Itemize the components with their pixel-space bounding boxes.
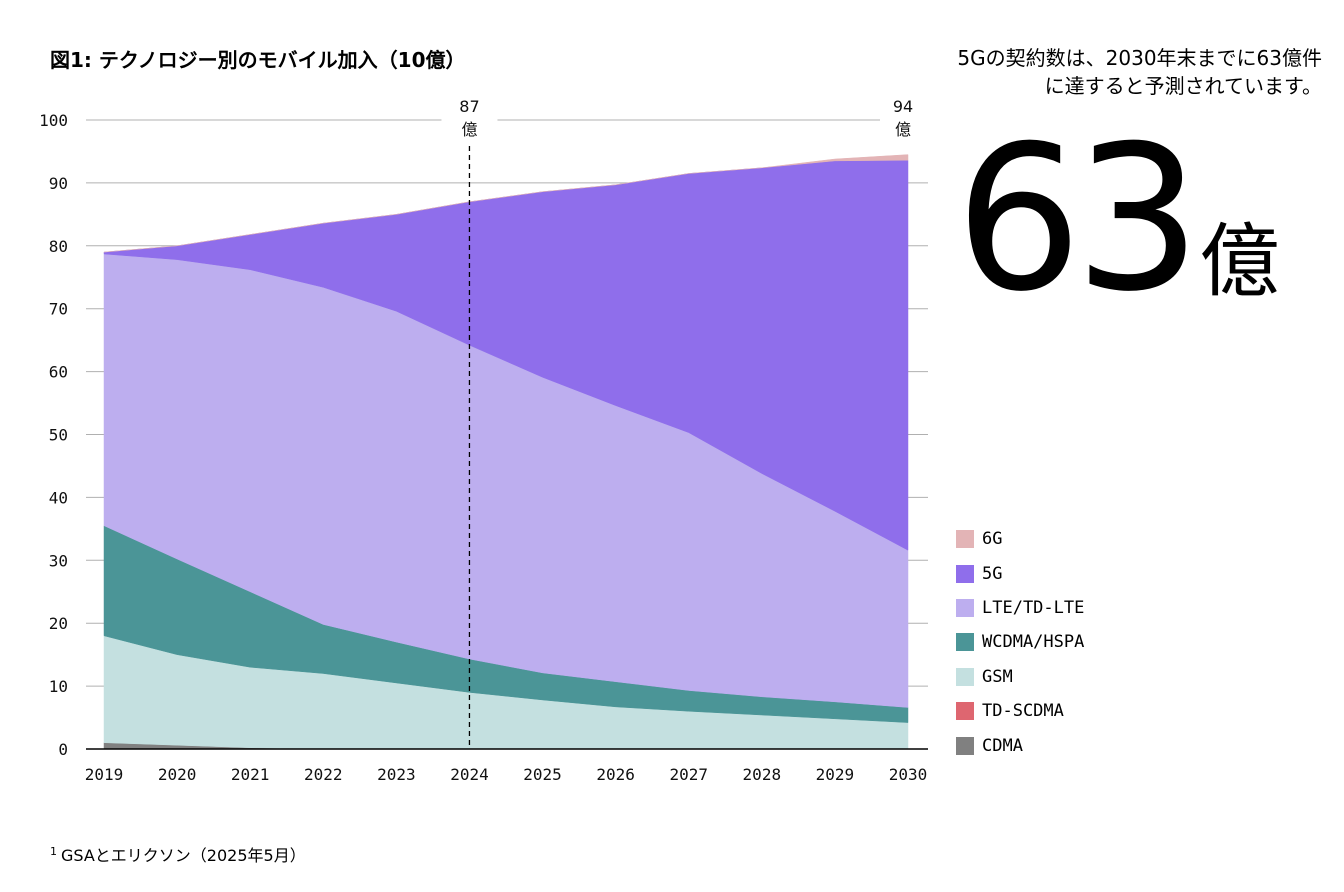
y-tick-label: 100: [39, 111, 68, 130]
y-tick-label: 90: [49, 174, 68, 193]
legend-item-td-scdma: TD-SCDMA: [956, 694, 1084, 728]
y-tick-label: 0: [58, 740, 68, 759]
x-tick-label: 2020: [158, 765, 197, 784]
y-tick-label: 30: [49, 551, 68, 570]
legend-item-wcdma-hspa: WCDMA/HSPA: [956, 625, 1084, 659]
legend-label: CDMA: [982, 735, 1023, 756]
legend-item-5g: 5G: [956, 556, 1084, 590]
footnote-text: GSAとエリクソン（2025年5月）: [61, 846, 306, 865]
legend-item-6g: 6G: [956, 522, 1084, 556]
annotation-value: 94: [893, 97, 913, 116]
y-tick-label: 80: [49, 237, 68, 256]
annotation-label-background: [880, 90, 936, 146]
x-tick-label: 2025: [523, 765, 562, 784]
big-number: 63: [955, 103, 1201, 336]
x-tick-label: 2024: [450, 765, 489, 784]
legend-swatch: [956, 530, 974, 549]
big-number-unit: 億: [1199, 215, 1280, 308]
legend-label: 5G: [982, 563, 1003, 584]
legend-item-cdma: CDMA: [956, 728, 1084, 762]
legend-label: GSM: [982, 666, 1013, 687]
annotation-label-background: [441, 90, 498, 146]
y-tick-label: 10: [49, 677, 68, 696]
footnote: 1 GSAとエリクソン（2025年5月）: [50, 842, 306, 866]
legend-swatch: [956, 667, 974, 686]
x-tick-label: 2028: [743, 765, 782, 784]
annotation-value: 87: [459, 97, 479, 116]
y-tick-label: 20: [49, 614, 68, 633]
chart-title: 図1: テクノロジー別のモバイル加入（10億）: [50, 48, 466, 72]
x-tick-label: 2021: [231, 765, 270, 784]
y-tick-label: 40: [49, 488, 68, 507]
footnote-marker: 1: [50, 844, 57, 858]
big-number-callout: 63 億: [955, 100, 1280, 320]
y-tick-label: 70: [49, 300, 68, 319]
area-series: [103, 154, 909, 750]
x-tick-label: 2019: [85, 765, 124, 784]
x-tick-label: 2022: [304, 765, 343, 784]
x-tick-label: 2029: [816, 765, 855, 784]
legend-swatch: [956, 702, 974, 721]
legend-item-gsm: GSM: [956, 660, 1084, 694]
x-tick-label: 2026: [596, 765, 635, 784]
y-tick-label: 60: [49, 363, 68, 382]
x-tick-label: 2030: [889, 765, 928, 784]
x-tick-label: 2023: [377, 765, 416, 784]
annotation-unit: 億: [895, 120, 911, 139]
area-6g: [103, 154, 909, 253]
legend-swatch: [956, 633, 974, 652]
callout-text: 5Gの契約数は、2030年末までに63億件に達すると予測されています。: [957, 46, 1322, 98]
x-tick-label: 2027: [669, 765, 708, 784]
chart-legend: 6G 5G LTE/TD-LTE WCDMA/HSPA GSM TD-SCDMA CDMA: [956, 522, 1084, 763]
y-tick-label: 50: [49, 426, 68, 445]
legend-item-lte-td-lte: LTE/TD-LTE: [956, 591, 1084, 625]
annotation-unit: 億: [461, 120, 477, 139]
legend-label: 6G: [982, 529, 1003, 550]
legend-swatch: [956, 736, 974, 755]
legend-swatch: [956, 598, 974, 617]
legend-label: TD-SCDMA: [982, 701, 1064, 722]
legend-label: LTE/TD-LTE: [982, 597, 1085, 618]
legend-label: WCDMA/HSPA: [982, 632, 1085, 653]
annotations: 87 億 94 億: [441, 90, 936, 749]
legend-swatch: [956, 564, 974, 583]
